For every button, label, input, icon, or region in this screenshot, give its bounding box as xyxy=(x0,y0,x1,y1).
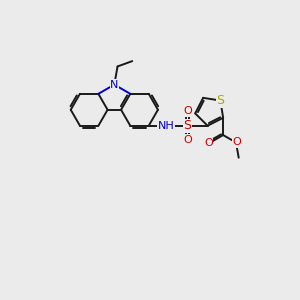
Text: S: S xyxy=(183,119,191,132)
Text: N: N xyxy=(110,80,118,90)
Text: O: O xyxy=(183,106,192,116)
Text: O: O xyxy=(183,135,192,145)
Text: O: O xyxy=(204,138,213,148)
Text: O: O xyxy=(232,137,241,148)
Text: S: S xyxy=(216,94,224,107)
Text: NH: NH xyxy=(158,121,174,131)
